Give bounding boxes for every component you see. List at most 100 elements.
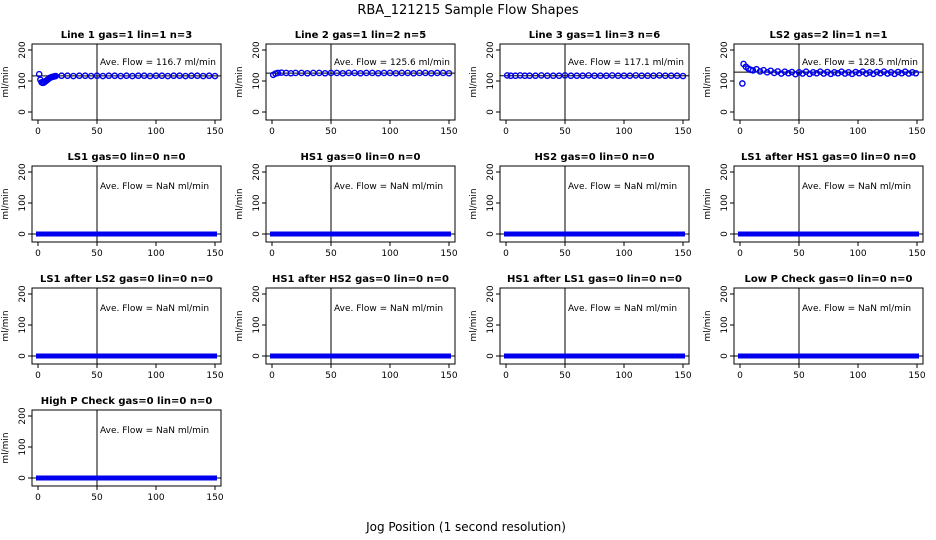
y-axis-label: ml/min (469, 66, 479, 97)
data-point (368, 69, 376, 77)
plot-frame (733, 43, 924, 121)
data-point (188, 72, 195, 80)
data-point (841, 70, 849, 77)
data-point (152, 72, 160, 80)
panel-title: Line 3 gas=1 lin=3 n=6 (529, 30, 661, 41)
data-point (321, 69, 329, 77)
y-tick-label: 100 (720, 72, 730, 89)
y-axis-label: ml/min (1, 66, 11, 97)
x-tick-label: 100 (381, 127, 398, 137)
y-tick-label: 200 (252, 285, 262, 302)
x-tick-label: 100 (615, 249, 632, 259)
x-tick-label: 100 (615, 127, 632, 137)
data-point (756, 68, 764, 75)
data-point (81, 72, 89, 80)
zero-flow-points (36, 475, 217, 481)
data-point (170, 72, 177, 80)
y-tick-label: 0 (720, 231, 730, 237)
x-tick-label: 100 (147, 127, 164, 137)
panel-title: LS1 after LS2 gas=0 lin=0 n=0 (40, 274, 213, 285)
y-tick-label: 200 (252, 163, 262, 180)
y-tick-label: 0 (252, 353, 262, 359)
panel: Low P Check gas=0 lin=0 n=0 0 50 100 150 0 100… (703, 274, 926, 381)
x-tick-label: 100 (381, 371, 398, 381)
x-tick-label: 50 (793, 249, 805, 259)
x-tick-label: 150 (206, 127, 223, 137)
y-tick-label: 0 (252, 109, 262, 115)
data-point (862, 70, 870, 77)
data-point (304, 69, 311, 77)
average-flow-annotation: Ave. Flow = NaN ml/min (802, 304, 911, 314)
figure-x-axis-label: Jog Position (1 second resolution) (365, 520, 566, 534)
x-tick-label: 100 (849, 249, 866, 259)
zero-flow-points (738, 231, 919, 237)
x-tick-label: 0 (35, 371, 41, 381)
zero-flow-points (504, 231, 685, 237)
data-point (398, 69, 406, 77)
data-point (834, 69, 842, 77)
x-tick-label: 100 (615, 371, 632, 381)
x-tick-label: 50 (793, 127, 805, 137)
data-point (70, 72, 77, 80)
data-point (626, 72, 634, 80)
data-point (117, 72, 124, 80)
data-point (866, 69, 874, 76)
data-point (339, 69, 347, 77)
panel: HS1 after LS1 gas=0 lin=0 n=0 0 50 100 150 0 1… (469, 274, 692, 381)
panel: High P Check gas=0 lin=0 n=0 0 50 100 150 0 10… (1, 396, 224, 503)
panel: HS1 after HS2 gas=0 lin=0 n=0 0 50 100 150 0 1… (235, 274, 458, 381)
panel: LS1 gas=0 lin=0 n=0 0 50 100 150 0 100 200 ml/mi… (1, 152, 224, 259)
x-tick-label: 0 (503, 127, 509, 137)
x-tick-label: 150 (674, 127, 691, 137)
data-point (158, 72, 166, 80)
plot-frame (31, 165, 222, 243)
average-flow-annotation: Ave. Flow = NaN ml/min (334, 304, 443, 314)
x-tick-label: 0 (269, 249, 275, 259)
y-axis-label: ml/min (703, 66, 713, 97)
y-axis-label: ml/min (235, 188, 245, 219)
y-tick-label: 200 (18, 163, 28, 180)
data-point (820, 70, 828, 77)
data-point (140, 72, 148, 80)
data-point (199, 72, 207, 80)
data-point (538, 72, 545, 79)
data-point (795, 69, 803, 76)
plot-frame (31, 409, 222, 487)
data-point (887, 69, 895, 76)
y-tick-label: 100 (252, 72, 262, 89)
data-point (845, 69, 852, 76)
plot-frame (733, 165, 924, 243)
x-tick-label: 0 (269, 371, 275, 381)
y-tick-label: 0 (18, 353, 28, 359)
y-tick-label: 0 (720, 109, 730, 115)
panel: Line 3 gas=1 lin=3 n=6 0 50 100 150 0 100 200 ml… (469, 30, 692, 137)
x-tick-label: 50 (559, 249, 571, 259)
y-tick-label: 200 (18, 41, 28, 58)
data-point (673, 72, 681, 80)
x-tick-label: 150 (440, 127, 457, 137)
y-tick-label: 100 (486, 316, 496, 333)
x-tick-label: 50 (91, 249, 103, 259)
data-point (532, 72, 539, 80)
x-tick-label: 100 (381, 249, 398, 259)
zero-flow-points (36, 353, 217, 359)
plot-frame (265, 165, 456, 243)
x-tick-label: 150 (206, 371, 223, 381)
y-axis-label: ml/min (235, 310, 245, 341)
panel: HS2 gas=0 lin=0 n=0 0 50 100 150 0 100 200 ml/mi… (469, 152, 692, 259)
y-tick-label: 200 (486, 163, 496, 180)
y-tick-label: 100 (486, 72, 496, 89)
data-point (205, 72, 213, 80)
data-point (211, 72, 219, 80)
y-tick-label: 200 (486, 285, 496, 302)
data-point (146, 72, 154, 80)
average-flow-annotation: Ave. Flow = NaN ml/min (100, 426, 209, 436)
panel: Line 2 gas=1 lin=2 n=5 0 50 100 150 0 100 200 ml… (235, 30, 458, 137)
x-tick-label: 150 (440, 249, 457, 259)
panel-title: LS1 after HS1 gas=0 lin=0 n=0 (741, 152, 916, 163)
x-tick-label: 100 (147, 371, 164, 381)
x-tick-label: 50 (793, 371, 805, 381)
panel-title: LS2 gas=2 lin=1 n=1 (770, 30, 888, 41)
data-point (58, 72, 65, 80)
x-tick-label: 50 (91, 127, 103, 137)
